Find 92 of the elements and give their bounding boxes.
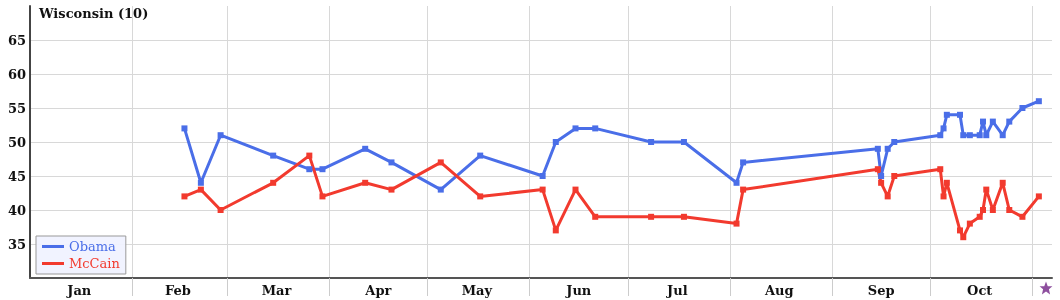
point: [362, 179, 369, 186]
point: [539, 186, 546, 193]
point: [979, 207, 986, 213]
legend-label: Obama: [69, 239, 117, 254]
point: [388, 186, 395, 193]
point: [306, 166, 313, 173]
point: [592, 213, 599, 220]
point: [960, 132, 967, 139]
point: [319, 193, 326, 200]
point: [477, 193, 484, 200]
point: [680, 213, 687, 220]
point: [884, 145, 891, 152]
point: [966, 220, 973, 227]
x-tick-label: Feb: [164, 283, 191, 298]
y-tick-label: 60: [7, 66, 26, 82]
point: [1006, 207, 1013, 213]
point: [874, 166, 881, 173]
point: [740, 159, 747, 166]
x-tick-label: Aug: [763, 283, 794, 298]
point: [943, 179, 950, 186]
point: [960, 234, 967, 241]
point: [983, 186, 990, 193]
point: [217, 132, 224, 139]
x-tick-label: Jan: [66, 283, 92, 298]
point: [1019, 105, 1026, 111]
point: [197, 179, 204, 186]
point: [940, 125, 947, 132]
x-tick-label: Sep: [867, 283, 895, 298]
point: [270, 152, 277, 159]
point: [999, 179, 1006, 186]
point: [989, 118, 996, 125]
point: [648, 213, 655, 220]
point: [1035, 193, 1042, 200]
point: [956, 111, 963, 118]
y-tick-label: 55: [7, 100, 26, 116]
point: [983, 132, 990, 139]
point: [572, 186, 579, 193]
point: [878, 179, 885, 186]
point: [437, 159, 444, 166]
point: [884, 193, 891, 200]
point: [362, 145, 369, 152]
point: [976, 213, 983, 220]
x-tick-label: Apr: [364, 283, 392, 298]
x-tick-label: Mar: [261, 283, 292, 298]
point: [181, 125, 188, 132]
y-tick-label: 45: [7, 168, 26, 184]
point: [979, 118, 986, 125]
point: [319, 166, 326, 173]
point: [1006, 118, 1013, 125]
point: [437, 186, 444, 193]
point: [874, 145, 881, 152]
x-tick-label: Jul: [666, 283, 688, 298]
point: [572, 125, 579, 132]
point: [270, 179, 277, 186]
point: [976, 132, 983, 139]
point: [956, 227, 963, 234]
x-tick-label: Oct: [967, 283, 993, 298]
legend-label: McCain: [69, 256, 121, 271]
point: [733, 179, 740, 186]
point: [552, 227, 559, 234]
point: [943, 111, 950, 118]
point: [891, 173, 898, 179]
y-tick-label: 35: [7, 236, 26, 252]
point: [477, 152, 484, 159]
point: [940, 193, 947, 200]
point: [937, 166, 944, 173]
point: [680, 139, 687, 145]
point: [733, 220, 740, 227]
point: [388, 159, 395, 166]
y-tick-label: 40: [7, 202, 26, 218]
point: [937, 132, 944, 139]
point: [539, 173, 546, 179]
point: [999, 132, 1006, 139]
point: [217, 207, 224, 213]
x-tick-label: May: [461, 283, 493, 298]
chart-title: Wisconsin (10): [38, 6, 149, 21]
point: [891, 139, 898, 145]
y-tick-label: 65: [7, 32, 26, 48]
point: [878, 173, 885, 179]
point: [1019, 213, 1026, 220]
point: [989, 207, 996, 213]
point: [181, 193, 188, 200]
point: [648, 139, 655, 145]
point: [197, 186, 204, 193]
x-tick-label: Jun: [565, 283, 592, 298]
point: [592, 125, 599, 132]
point: [1035, 98, 1042, 105]
point: [552, 139, 559, 145]
point: [966, 132, 973, 139]
y-tick-label: 50: [7, 134, 26, 150]
point: [306, 152, 313, 159]
point: [740, 186, 747, 193]
